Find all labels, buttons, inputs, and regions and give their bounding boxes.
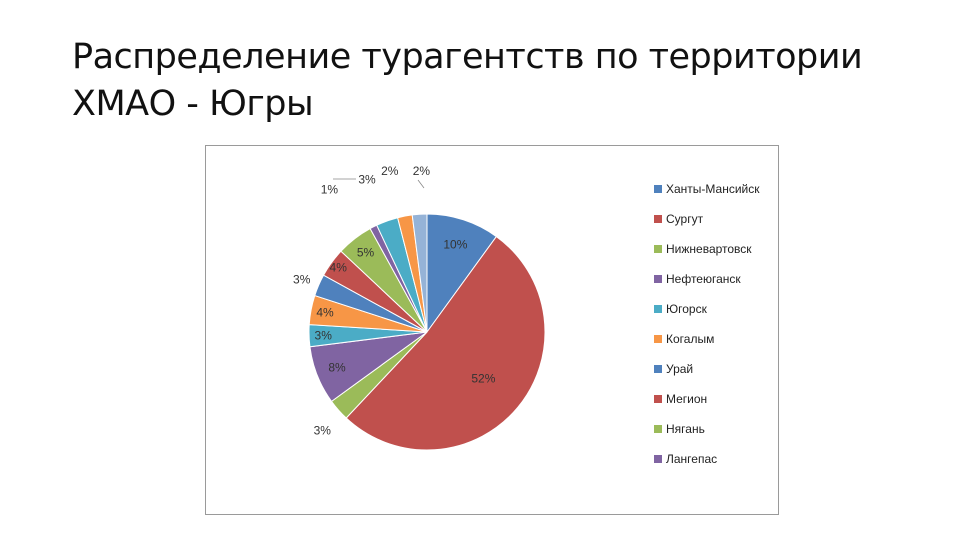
pie-data-label-1: 10% (443, 238, 467, 252)
pie-data-label-5: 3% (315, 328, 333, 342)
legend-swatch-7 (654, 365, 662, 373)
legend-label-1: Ханты-Мансийск (666, 182, 760, 196)
legend-item-3: Нижневартовск (654, 242, 752, 256)
legend-label-10: Лангепас (666, 452, 717, 466)
pie-data-label-6: 4% (316, 306, 334, 320)
pie-data-label-3: 3% (314, 424, 332, 438)
legend-item-1: Ханты-Мансийск (654, 182, 760, 196)
pie-data-label-12: 2% (381, 164, 399, 178)
legend-swatch-10 (654, 455, 662, 463)
legend-item-2: Сургут (654, 212, 704, 226)
legend-item-9: Нягань (654, 422, 705, 436)
pie-chart-frame: 10% 52% 3% 8% 3% 4% 3% 4% 5% 1% 3% 2% 2% Ханты-Манси… (205, 145, 779, 515)
pie-slice-13 (411, 213, 428, 333)
pie-slices (308, 213, 546, 451)
legend-label-9: Нягань (666, 422, 705, 436)
legend-swatch-3 (654, 245, 662, 253)
legend-label-3: Нижневартовск (666, 242, 752, 256)
legend-swatch-2 (654, 215, 662, 223)
legend-label-4: Нефтеюганск (666, 272, 741, 286)
pie-data-labels: 10% 52% 3% 8% 3% 4% 3% 4% 5% 1% 3% 2% 2% (293, 164, 496, 438)
legend-swatch-8 (654, 395, 662, 403)
pie-data-label-2: 52% (471, 372, 495, 386)
legend-swatch-5 (654, 305, 662, 313)
pie-chart: 10% 52% 3% 8% 3% 4% 3% 4% 5% 1% 3% 2% 2% Ханты-Манси… (293, 164, 760, 466)
legend-label-8: Мегион (666, 392, 707, 406)
title-line-1: Распределение турагентств по территории (72, 37, 863, 77)
pie-data-label-10: 1% (321, 182, 339, 196)
pie-data-label-11: 3% (358, 173, 376, 187)
legend-swatch-1 (654, 185, 662, 193)
legend-item-10: Лангепас (654, 452, 717, 466)
pie-slice-1 (426, 213, 498, 334)
legend-item-6: Когалым (654, 332, 714, 346)
legend-label-6: Когалым (666, 332, 714, 346)
pie-data-label-7: 3% (293, 273, 311, 287)
legend-swatch-9 (654, 425, 662, 433)
legend-item-8: Мегион (654, 392, 707, 406)
legend-swatch-6 (654, 335, 662, 343)
legend-label-2: Сургут (666, 212, 704, 226)
pie-data-label-9: 5% (357, 246, 375, 260)
pie-slice-2 (345, 235, 546, 451)
legend-label-7: Урай (666, 362, 693, 376)
legend-swatch-4 (654, 275, 662, 283)
label-leader-line-2 (417, 179, 425, 189)
legend-item-5: Югорск (654, 302, 708, 316)
legend-item-4: Нефтеюганск (654, 272, 741, 286)
title-line-2: ХМАО - Югры (72, 84, 314, 124)
slide-title: Распределение турагентств по территории … (72, 34, 912, 128)
legend-item-7: Урай (654, 362, 693, 376)
pie-data-label-13: 2% (413, 164, 431, 178)
pie-data-label-8: 4% (330, 261, 348, 275)
legend: Ханты-Мансийск Сургут Нижневартовск Нефтеюг… (654, 182, 760, 466)
legend-label-5: Югорск (666, 302, 708, 316)
pie-data-label-4: 8% (328, 361, 346, 375)
